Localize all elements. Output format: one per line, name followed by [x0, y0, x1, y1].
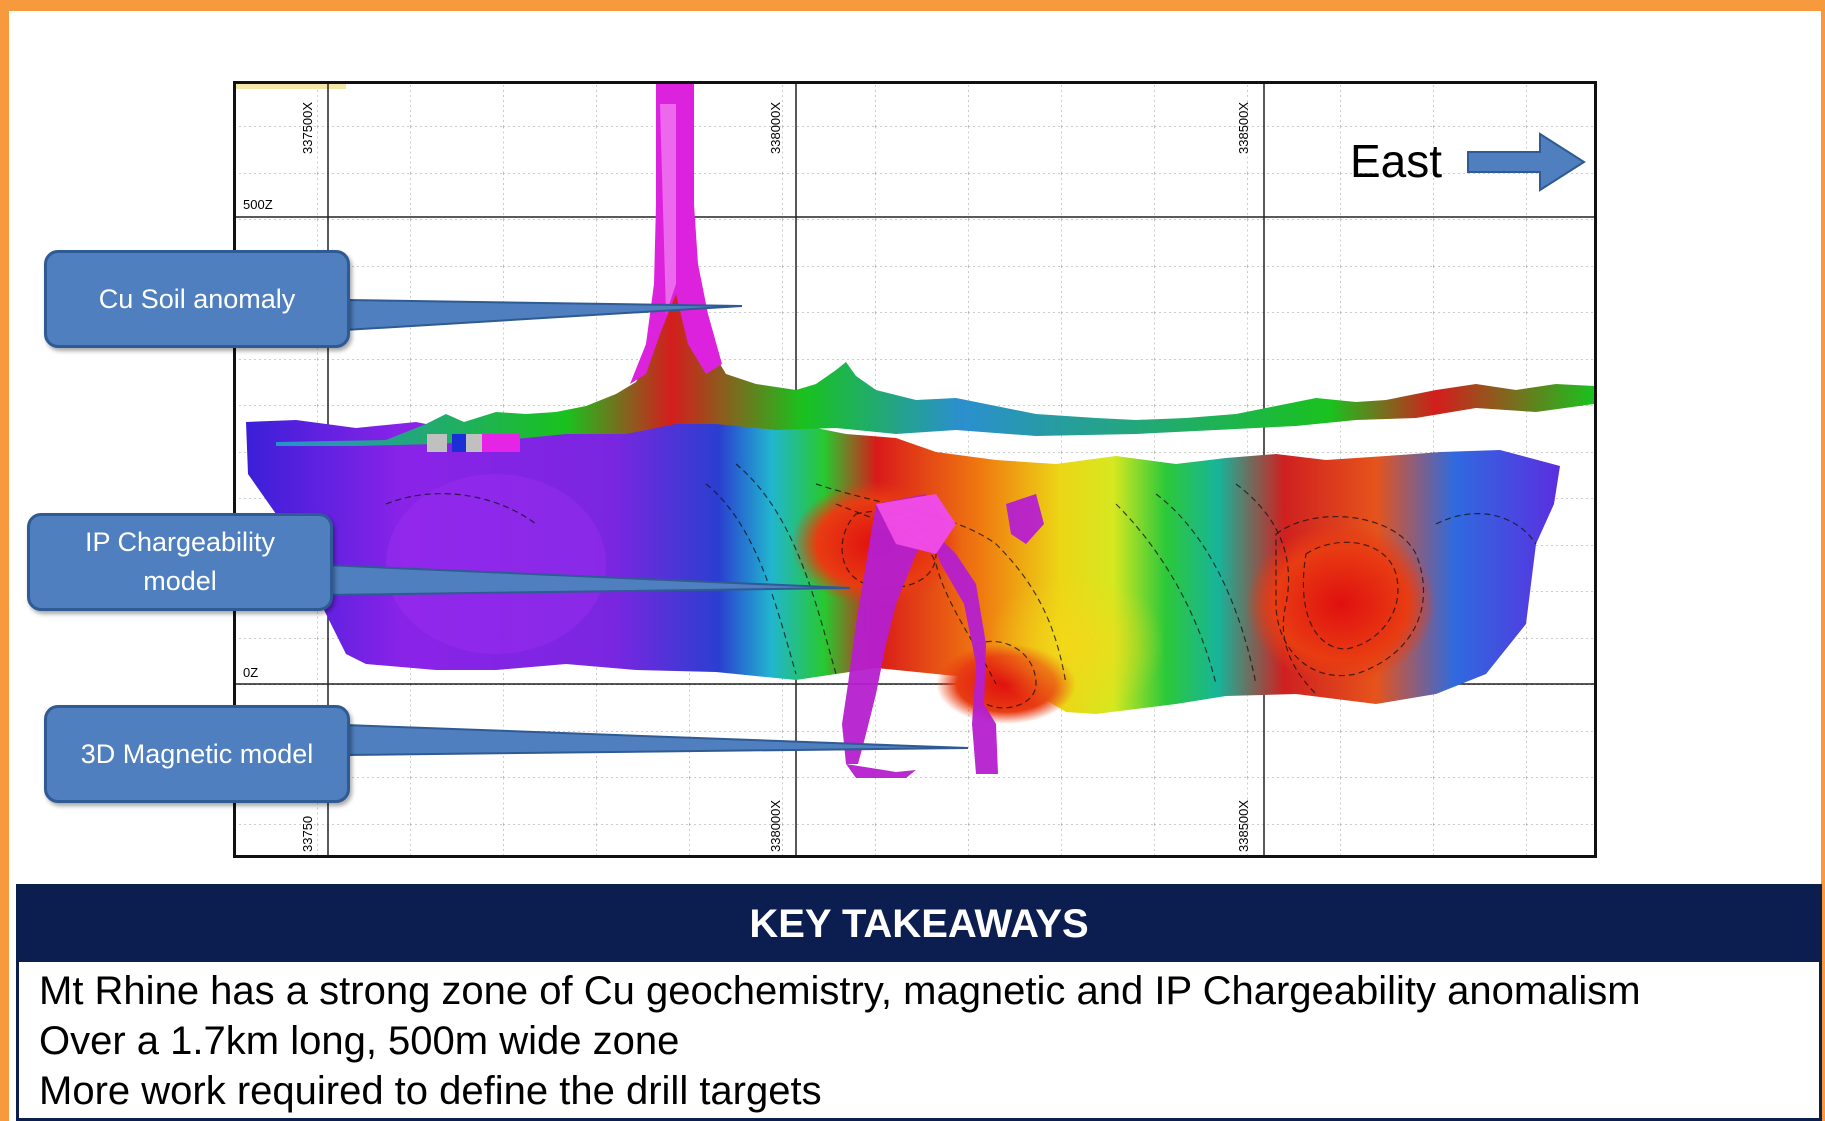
takeaway-line: Mt Rhine has a strong zone of Cu geochem… [39, 969, 1641, 1013]
callout-ip-chargeability-model: IP Chargeability model [27, 513, 333, 611]
callout-3d-magnetic-model: 3D Magnetic model [44, 705, 350, 803]
east-arrow-icon [1467, 132, 1586, 192]
grid-label-x-top-1: 337500X [300, 102, 315, 154]
grid-label-x-bottom-2: 338000X [768, 800, 783, 852]
grid-label-z-bottom: 0Z [243, 665, 258, 680]
takeaway-line: Over a 1.7km long, 500m wide zone [39, 1019, 680, 1063]
cross-section-figure: 337500X 338000X 338500X 33750 338000X 33… [233, 81, 1597, 858]
key-takeaways-title: KEY TAKEAWAYS [19, 887, 1819, 962]
callout-text: IP Chargeability model [84, 527, 276, 596]
magnetic-model [842, 494, 1044, 778]
key-takeaways-panel: KEY TAKEAWAYS Mt Rhine has a strong zone… [16, 884, 1822, 1121]
grid-label-x-bottom-3: 338500X [1236, 800, 1251, 852]
callout-cu-soil-anomaly: Cu Soil anomaly [44, 250, 350, 348]
grid-label-x-bottom-1: 33750 [300, 816, 315, 852]
grid-label-z-top: 500Z [243, 197, 273, 212]
callout-text: Cu Soil anomaly [98, 283, 296, 314]
direction-label: East [1350, 135, 1443, 187]
takeaway-line: More work required to define the drill t… [39, 1069, 822, 1113]
grid-label-x-top-3: 338500X [1236, 102, 1251, 154]
grid-label-x-top-2: 338000X [768, 102, 783, 154]
callout-text: 3D Magnetic model [80, 738, 314, 769]
key-takeaways-list: Mt Rhine has a strong zone of Cu geochem… [19, 962, 1819, 1116]
